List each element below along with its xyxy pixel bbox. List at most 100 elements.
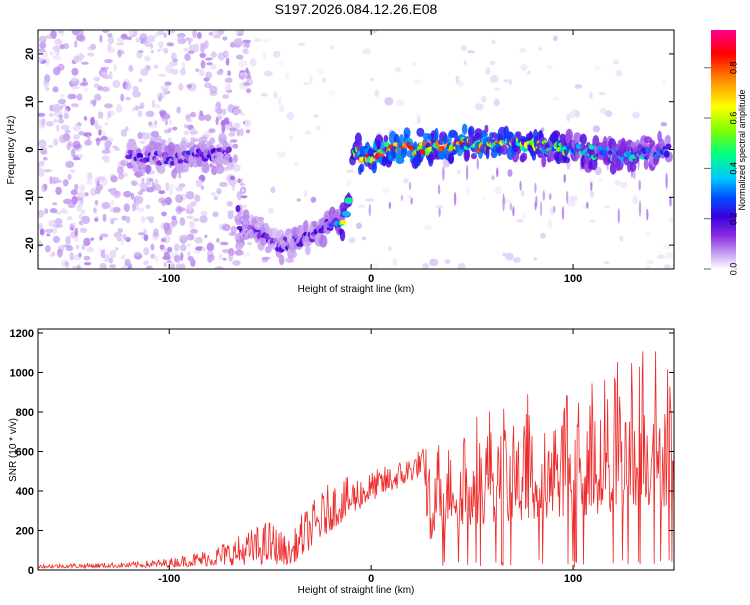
heatmap-speckle bbox=[169, 183, 176, 190]
heatmap-speckle bbox=[458, 80, 464, 88]
heatmap-speckle bbox=[566, 161, 571, 170]
ridge-halo bbox=[260, 237, 267, 247]
heatmap-speckle bbox=[216, 30, 225, 36]
heatmap-speckle bbox=[156, 30, 166, 36]
heatmap-speckle bbox=[201, 247, 206, 251]
heatmap-speckle bbox=[210, 64, 217, 70]
heatmap-speckle bbox=[130, 192, 135, 200]
heatmap-speckle bbox=[239, 183, 246, 187]
heatmap-speckle bbox=[240, 195, 248, 199]
heatmap-speckle bbox=[382, 186, 391, 194]
ridge-halo bbox=[132, 165, 138, 173]
heatmap-speckle bbox=[164, 119, 168, 126]
heatmap-speckle bbox=[133, 251, 142, 256]
heatmap-speckle bbox=[135, 195, 144, 205]
heatmap-speckle bbox=[158, 73, 167, 77]
figure-title: S197.2026.084.12.26.E08 bbox=[275, 1, 438, 17]
snr-line bbox=[38, 351, 674, 570]
heatmap-speckle bbox=[619, 235, 624, 242]
ridge-halo bbox=[474, 128, 483, 138]
heatmap-speckle bbox=[77, 192, 87, 199]
heatmap-speckle bbox=[285, 72, 289, 80]
y-tick-label: -20 bbox=[24, 237, 36, 253]
heatmap-speckle bbox=[38, 57, 44, 63]
heatmap-speckle bbox=[158, 190, 166, 195]
heatmap-speckle bbox=[145, 110, 155, 118]
heatmap-speckle bbox=[151, 130, 159, 138]
heatmap-speckle bbox=[76, 203, 83, 213]
heatmap-speckle bbox=[181, 235, 190, 242]
heatmap-speckle bbox=[200, 210, 208, 216]
heatmap-speckle bbox=[243, 82, 250, 87]
ridge-halo bbox=[339, 229, 346, 242]
heatmap-speckle bbox=[79, 53, 85, 59]
heatmap-streak bbox=[496, 167, 499, 178]
heatmap-speckle bbox=[99, 34, 103, 43]
heatmap-streak bbox=[534, 201, 537, 211]
heatmap-speckle bbox=[51, 103, 61, 113]
x-tick-label: 0 bbox=[368, 573, 374, 585]
heatmap-speckle bbox=[225, 83, 232, 92]
heatmap-speckle bbox=[235, 242, 243, 251]
heatmap-speckle bbox=[102, 213, 107, 222]
heatmap-speckle bbox=[240, 40, 244, 46]
heatmap-speckle bbox=[104, 121, 109, 126]
y-tick-label: 600 bbox=[16, 446, 34, 458]
heatmap-speckle bbox=[175, 186, 183, 192]
heatmap-speckle bbox=[502, 252, 506, 257]
heatmap-speckle bbox=[103, 156, 110, 163]
heatmap-speckle bbox=[157, 95, 162, 102]
heatmap-speckle bbox=[289, 135, 293, 141]
heatmap-speckle bbox=[457, 262, 466, 269]
heatmap-speckle bbox=[101, 71, 108, 76]
heatmap-speckle bbox=[204, 234, 208, 239]
heatmap-speckle bbox=[120, 93, 125, 102]
heatmap-speckle bbox=[63, 198, 72, 205]
snr-background bbox=[38, 329, 674, 570]
heatmap-speckle bbox=[52, 45, 61, 52]
heatmap-speckle bbox=[296, 198, 301, 202]
heatmap-speckle bbox=[503, 79, 509, 83]
heatmap-speckle bbox=[87, 52, 95, 57]
heatmap-speckle bbox=[58, 134, 68, 144]
y-tick-label: 0 bbox=[28, 565, 34, 577]
heatmap-speckle bbox=[160, 221, 164, 230]
heatmap-speckle bbox=[234, 249, 244, 256]
heatmap-speckle bbox=[199, 110, 204, 117]
ridge-halo bbox=[464, 147, 470, 161]
heatmap-speckle bbox=[346, 179, 352, 187]
heatmap-speckle bbox=[141, 177, 145, 184]
heatmap-speckle bbox=[175, 194, 184, 204]
heatmap-speckle bbox=[97, 85, 104, 91]
heatmap-speckle bbox=[87, 134, 91, 143]
heatmap-speckle bbox=[180, 244, 187, 252]
heatmap-speckle bbox=[474, 103, 484, 111]
heatmap-speckle bbox=[60, 208, 67, 214]
heatmap-speckle bbox=[41, 183, 48, 193]
heatmap-speckle bbox=[303, 82, 310, 86]
heatmap-speckle bbox=[574, 84, 583, 89]
heatmap-speckle bbox=[228, 132, 236, 137]
heatmap-speckle bbox=[507, 169, 513, 177]
heatmap-speckle bbox=[246, 242, 253, 246]
ridge-halo bbox=[179, 140, 187, 153]
heatmap-speckle bbox=[303, 190, 308, 198]
heatmap-speckle bbox=[146, 66, 150, 70]
heatmap-speckle bbox=[329, 90, 336, 98]
heatmap-speckle bbox=[117, 166, 124, 175]
heatmap-speckle bbox=[504, 200, 512, 204]
heatmap-speckle bbox=[540, 232, 546, 239]
heatmap-speckle bbox=[455, 75, 460, 85]
colorbar-gradient bbox=[711, 30, 736, 269]
heatmap-speckle bbox=[392, 257, 398, 267]
heatmap-speckle bbox=[215, 117, 219, 126]
heatmap-speckle bbox=[104, 140, 111, 149]
heatmap-speckle bbox=[94, 93, 102, 101]
heatmap-speckle bbox=[169, 187, 173, 196]
heatmap-speckle bbox=[57, 98, 67, 105]
heatmap-speckle bbox=[204, 114, 212, 122]
heatmap-speckle bbox=[313, 114, 319, 119]
heatmap-speckle bbox=[52, 202, 58, 206]
ridge-halo bbox=[562, 156, 571, 164]
heatmap-speckle bbox=[120, 129, 128, 137]
